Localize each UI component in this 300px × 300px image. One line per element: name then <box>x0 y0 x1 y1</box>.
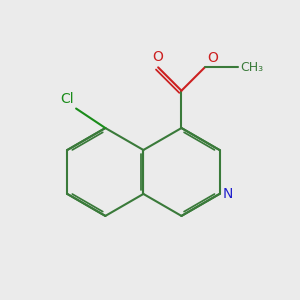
Text: O: O <box>207 51 218 65</box>
Text: N: N <box>222 187 233 201</box>
Text: CH₃: CH₃ <box>240 61 263 74</box>
Text: O: O <box>153 50 164 64</box>
Text: Cl: Cl <box>60 92 74 106</box>
